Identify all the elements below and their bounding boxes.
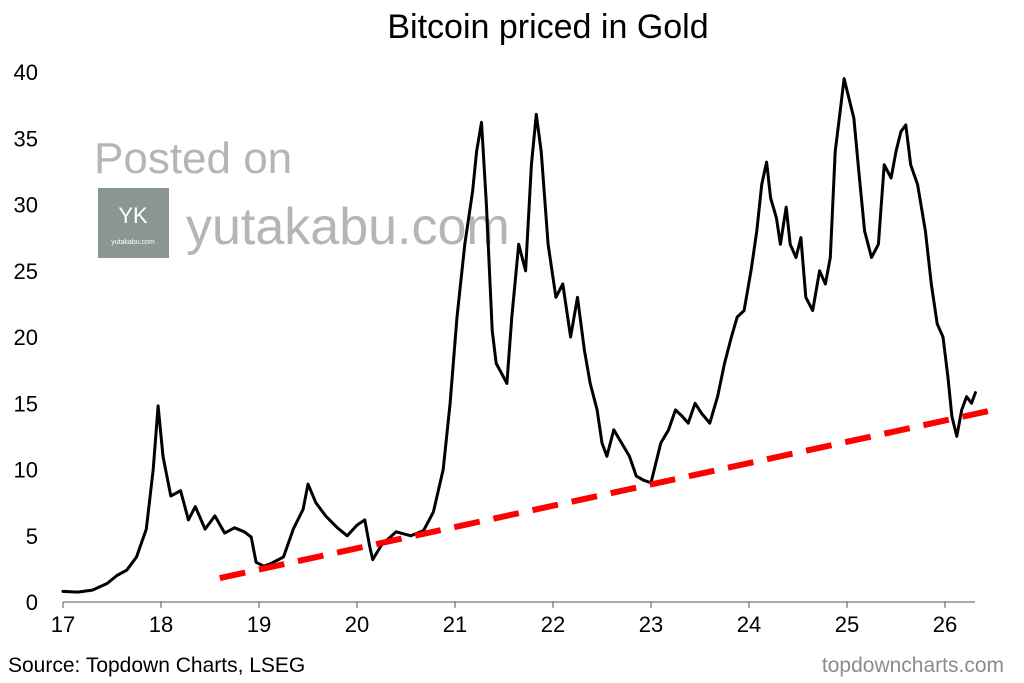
y-axis: 0 5 10 15 20 25 30 35 40: [14, 60, 38, 615]
series-line: [61, 77, 977, 594]
brand-note: topdowncharts.com: [822, 654, 1004, 677]
y-tick-label: 40: [14, 60, 38, 85]
x-tick-label: 26: [933, 612, 957, 637]
watermark-logo-mark: YK: [118, 203, 148, 228]
y-tick-label: 30: [14, 193, 38, 218]
x-tick-label: 25: [835, 612, 859, 637]
y-tick-label: 35: [14, 126, 38, 151]
x-tick-label: 23: [639, 612, 663, 637]
y-tick-label: 20: [14, 325, 38, 350]
x-tick-label: 17: [51, 612, 75, 637]
x-tick-label: 21: [443, 612, 467, 637]
watermark-posted-on: Posted on: [94, 134, 292, 183]
watermark: Posted on YK yutakabu.com yutakabu.com: [94, 134, 510, 258]
series-layer: [61, 77, 995, 594]
chart-title: Bitcoin priced in Gold: [387, 8, 708, 46]
y-tick-label: 5: [26, 524, 38, 549]
source-note: Source: Topdown Charts, LSEG: [8, 654, 305, 677]
y-tick-label: 0: [26, 590, 38, 615]
watermark-logo-text: yutakabu.com: [111, 239, 155, 246]
y-tick-label: 25: [14, 259, 38, 284]
y-tick-label: 10: [14, 458, 38, 483]
x-tick-label: 18: [149, 612, 173, 637]
y-tick-label: 15: [14, 391, 38, 416]
x-axis: 17 18 19 20 21 22 23 24 25 26: [51, 601, 975, 637]
x-tick-label: 22: [541, 612, 565, 637]
watermark-site: yutakabu.com: [186, 198, 510, 256]
x-tick-label: 19: [247, 612, 271, 637]
x-tick-label: 20: [345, 612, 369, 637]
x-tick-label: 24: [737, 612, 761, 637]
trendline: [219, 406, 995, 582]
watermark-logo: [98, 188, 169, 258]
